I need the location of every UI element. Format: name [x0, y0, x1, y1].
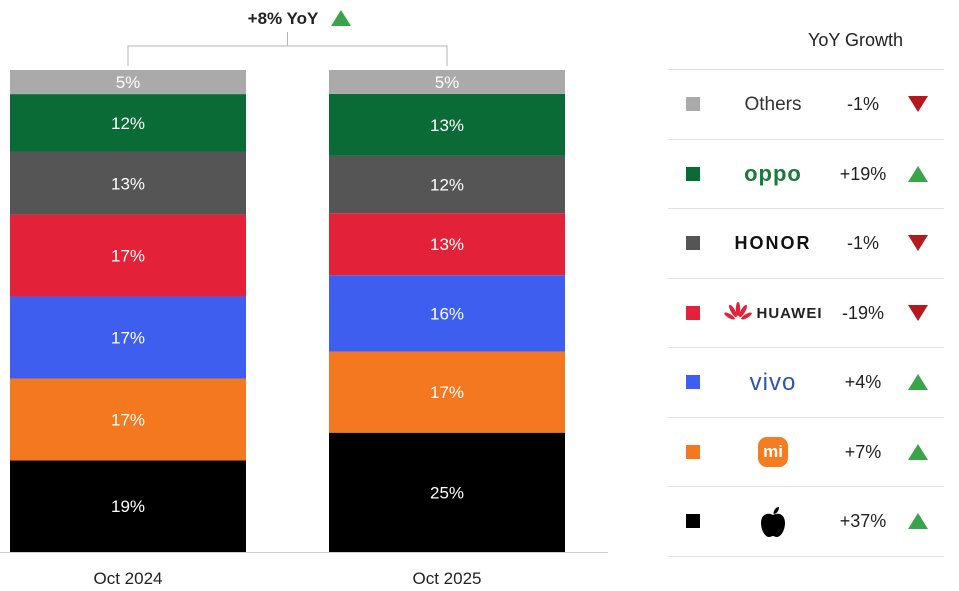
up-arrow-icon: [908, 513, 928, 529]
down-arrow-icon: [908, 304, 928, 321]
data-label-honor-2: 12%: [430, 176, 464, 195]
apple-glyph-icon: [761, 506, 785, 537]
legend-growth-honor: -1%: [846, 233, 879, 253]
data-label-others-2: 5%: [435, 73, 460, 92]
legend-panel: YoY Growth Others -1% oppo +19% HONOR -1% HUAW…: [668, 0, 944, 560]
up-arrow-icon: [908, 443, 928, 460]
bar-segment-xiaomi-1: [10, 378, 246, 461]
bar-segment-xiaomi-2: [329, 351, 565, 433]
legend-swatch-oppo: [686, 166, 700, 181]
legend-growth-vivo: +4%: [844, 372, 882, 392]
bar-segment-others-1: [10, 70, 246, 95]
legend-row-honor: HONOR -1%: [668, 208, 944, 278]
data-label-huawei-1: 17%: [111, 247, 145, 266]
bar-segment-apple-1: [10, 460, 246, 552]
data-label-apple-1: 19%: [111, 497, 145, 516]
legend-swatch-xiaomi: [686, 444, 700, 459]
legend-row-apple: +37%: [668, 486, 944, 556]
legend-label-vivo: vivo: [749, 368, 797, 396]
legend-swatch-huawei: [686, 305, 700, 320]
legend-divider: [668, 555, 944, 557]
vivo-logo: vivo: [713, 348, 833, 417]
yoy-annotation: +8% YoY: [248, 9, 319, 28]
legend-growth-others: -1%: [846, 94, 879, 114]
up-arrow-icon: [908, 374, 928, 390]
legend-row-huawei: HUAWEI -19%: [668, 277, 944, 348]
up-arrow-icon: [908, 165, 928, 182]
apple-logo: [713, 487, 833, 556]
x-axis-label-1: Oct 2024: [94, 569, 163, 588]
legend-growth-oppo: +19%: [839, 163, 887, 184]
bar-segment-honor-1: [10, 151, 246, 215]
legend-growth-huawei: -19%: [841, 302, 885, 323]
legend-growth-xiaomi: +7%: [844, 441, 882, 462]
square-swatch: Others: [713, 70, 833, 139]
honor-logo: HONOR: [713, 209, 833, 278]
data-label-xiaomi-1: 17%: [111, 410, 145, 429]
data-label-xiaomi-2: 17%: [430, 383, 464, 402]
legend-label-huawei: HUAWEI: [756, 304, 823, 322]
legend-row-oppo: oppo +19%: [668, 138, 944, 209]
down-arrow-icon: [908, 96, 928, 112]
legend-label-xiaomi: mi: [758, 437, 788, 467]
legend-swatch-honor: [686, 236, 700, 250]
bar-segment-apple-2: [329, 432, 565, 552]
data-label-oppo-1: 12%: [111, 114, 145, 133]
data-label-others-1: 5%: [116, 73, 141, 92]
down-arrow-icon: [908, 235, 928, 251]
bar-segment-oppo-1: [10, 94, 246, 152]
data-label-apple-2: 25%: [430, 483, 464, 502]
legend-label-oppo: oppo: [744, 161, 802, 186]
data-label-vivo-2: 16%: [430, 304, 464, 323]
oppo-logo: oppo: [713, 140, 833, 209]
bar-segment-others-2: [329, 70, 565, 94]
huawei-petal-icon: [723, 302, 752, 320]
xiaomi-logo: mi: [713, 418, 833, 487]
bar-segment-honor-2: [329, 155, 565, 214]
legend-title: YoY Growth: [808, 30, 904, 50]
yoy-bracket: [127, 32, 448, 66]
legend-label-honor: HONOR: [734, 233, 812, 253]
x-axis-label-2: Oct 2025: [413, 569, 482, 588]
legend-row-vivo: vivo +4%: [668, 347, 944, 417]
data-label-vivo-1: 17%: [111, 329, 145, 348]
huawei-logo: HUAWEI: [713, 279, 833, 348]
legend-row-xiaomi: mi +7%: [668, 416, 944, 487]
data-label-honor-1: 13%: [111, 174, 145, 193]
legend-growth-apple: +37%: [839, 511, 887, 531]
legend-label-others: Others: [744, 93, 802, 115]
data-label-oppo-2: 13%: [430, 116, 464, 135]
legend-swatch-others: [686, 97, 700, 111]
stacked-bar-chart: 19% 17% 17% 17% 13% 12% 5% Oct 2024 25% 17% 16% 13%…: [0, 9, 608, 588]
legend-row-others: Others -1%: [668, 69, 944, 139]
bar-segment-huawei-2: [329, 213, 565, 276]
yoy-up-arrow-icon: [331, 10, 351, 26]
bar-segment-vivo-1: [10, 296, 246, 379]
data-label-huawei-2: 13%: [430, 235, 464, 254]
bar-segment-huawei-1: [10, 214, 246, 297]
legend-swatch-apple: [686, 514, 700, 528]
bar-segment-oppo-2: [329, 93, 565, 156]
legend-swatch-vivo: [686, 375, 700, 389]
bar-segment-vivo-2: [329, 275, 565, 352]
